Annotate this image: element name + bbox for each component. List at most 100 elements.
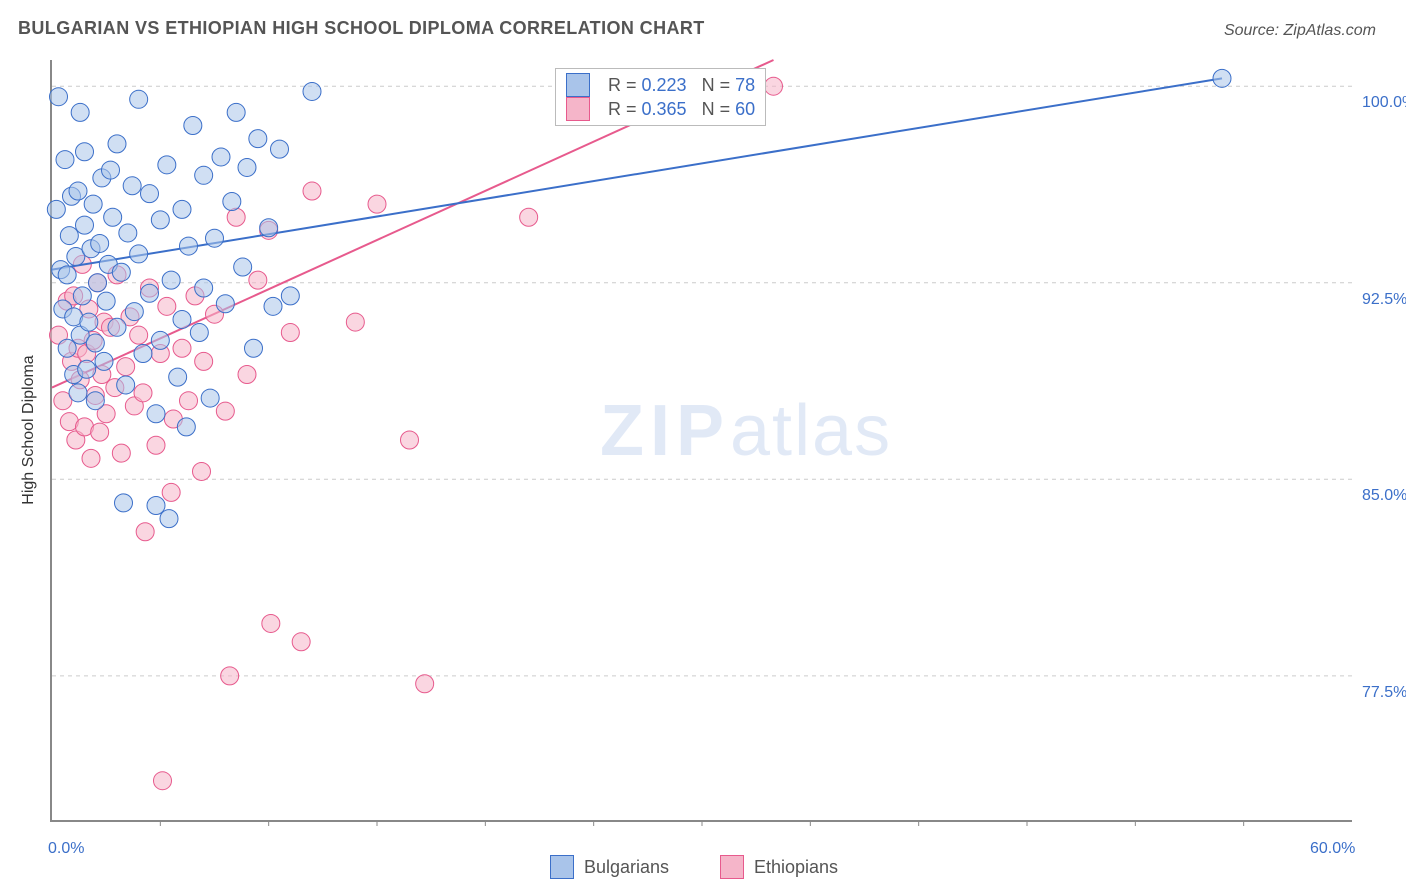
bulgarians-point	[108, 318, 126, 336]
bulgarians-point	[212, 148, 230, 166]
bulgarians-point	[76, 143, 94, 161]
bulgarians-point	[117, 376, 135, 394]
bulgarians-point	[245, 339, 263, 357]
bulgarians-point	[264, 297, 282, 315]
bulgarians-point	[234, 258, 252, 276]
bulgarians-point	[104, 208, 122, 226]
x-axis-end-label: 60.0%	[1310, 840, 1355, 858]
y-axis-label: High School Diploma	[20, 355, 38, 504]
legend-item-ethiopians: Ethiopians	[720, 855, 838, 879]
ethiopians-point	[117, 358, 135, 376]
bulgarians-point	[134, 345, 152, 363]
bulgarians-point	[206, 229, 224, 247]
bulgarians-point	[112, 263, 130, 281]
bulgarians-point	[162, 271, 180, 289]
bulgarians-point	[130, 90, 148, 108]
ethiopians-point	[82, 449, 100, 467]
bulgarians-point	[141, 185, 159, 203]
bulgarians-point	[50, 88, 68, 106]
bulgarians-point	[1213, 69, 1231, 87]
bulgarians-point	[173, 200, 191, 218]
bulgarians-point	[158, 156, 176, 174]
ethiopians-point	[158, 297, 176, 315]
bulgarians-point	[47, 200, 65, 218]
ethiopians-point	[401, 431, 419, 449]
ytick-label: 92.5%	[1362, 291, 1406, 309]
ethiopians-point	[154, 772, 172, 790]
ethiopians-point	[195, 352, 213, 370]
bulgarians-point	[80, 313, 98, 331]
ethiopians-point	[249, 271, 267, 289]
bulgarians-point	[78, 360, 96, 378]
ethiopians-point	[134, 384, 152, 402]
chart-title: BULGARIAN VS ETHIOPIAN HIGH SCHOOL DIPLO…	[18, 18, 705, 39]
ethiopians-point	[765, 77, 783, 95]
bulgarians-point	[84, 195, 102, 213]
bulgarians-point	[147, 405, 165, 423]
ethiopians-point	[136, 523, 154, 541]
bulgarians-point	[58, 266, 76, 284]
bulgarians-point	[169, 368, 187, 386]
ethiopians-point	[292, 633, 310, 651]
bulgarians-point	[56, 151, 74, 169]
ethiopians-point	[416, 675, 434, 693]
bulgarians-point	[69, 182, 87, 200]
ytick-label: 85.0%	[1362, 487, 1406, 505]
bulgarians-point	[147, 497, 165, 515]
ethiopians-point	[368, 195, 386, 213]
bulgarians-point	[123, 177, 141, 195]
ethiopians-point	[112, 444, 130, 462]
stats-row-bulgarians: R = 0.223 N = 78	[566, 73, 755, 97]
bulgarians-point	[91, 234, 109, 252]
ethiopians-point	[281, 324, 299, 342]
legend-label-bulgarians: Bulgarians	[584, 857, 669, 878]
plot-area	[50, 60, 1352, 822]
bulgarians-point	[73, 287, 91, 305]
bulgarians-point	[115, 494, 133, 512]
bulgarians-point	[271, 140, 289, 158]
chart-container: BULGARIAN VS ETHIOPIAN HIGH SCHOOL DIPLO…	[0, 0, 1406, 892]
legend-swatch-bulgarians	[550, 855, 574, 879]
ethiopians-point	[520, 208, 538, 226]
ethiopians-point	[227, 208, 245, 226]
bulgarians-point	[60, 227, 78, 245]
ethiopians-point	[173, 339, 191, 357]
bulgarians-point	[249, 130, 267, 148]
bulgarians-point	[108, 135, 126, 153]
bulgarians-point	[125, 303, 143, 321]
ethiopians-point	[162, 483, 180, 501]
ethiopians-point	[147, 436, 165, 454]
bulgarians-point	[97, 292, 115, 310]
bulgarians-point	[86, 334, 104, 352]
bulgarians-point	[173, 310, 191, 328]
ethiopians-point	[346, 313, 364, 331]
ytick-label: 100.0%	[1362, 94, 1406, 112]
bulgarians-point	[260, 219, 278, 237]
ethiopians-point	[91, 423, 109, 441]
bulgarians-point	[281, 287, 299, 305]
bulgarians-point	[86, 392, 104, 410]
bulgarians-point	[195, 166, 213, 184]
ethiopians-point	[130, 326, 148, 344]
stats-row-ethiopians: R = 0.365 N = 60	[566, 97, 755, 121]
bulgarians-point	[151, 211, 169, 229]
bulgarians-point	[58, 339, 76, 357]
bulgarians-point	[76, 216, 94, 234]
bulgarians-point	[195, 279, 213, 297]
bulgarians-point	[102, 161, 120, 179]
ytick-label: 77.5%	[1362, 684, 1406, 702]
ethiopians-point	[221, 667, 239, 685]
bulgarians-point	[201, 389, 219, 407]
stats-swatch-ethiopians	[566, 97, 590, 121]
x-axis-start-label: 0.0%	[48, 840, 84, 858]
ethiopians-point	[193, 462, 211, 480]
bulgarians-point	[151, 331, 169, 349]
bulgarians-point	[180, 237, 198, 255]
bulgarians-point	[89, 274, 107, 292]
bulgarians-point	[69, 384, 87, 402]
bulgarians-point	[190, 324, 208, 342]
bulgarians-point	[227, 103, 245, 121]
ethiopians-point	[180, 392, 198, 410]
chart-svg	[52, 60, 1352, 820]
ethiopians-point	[216, 402, 234, 420]
